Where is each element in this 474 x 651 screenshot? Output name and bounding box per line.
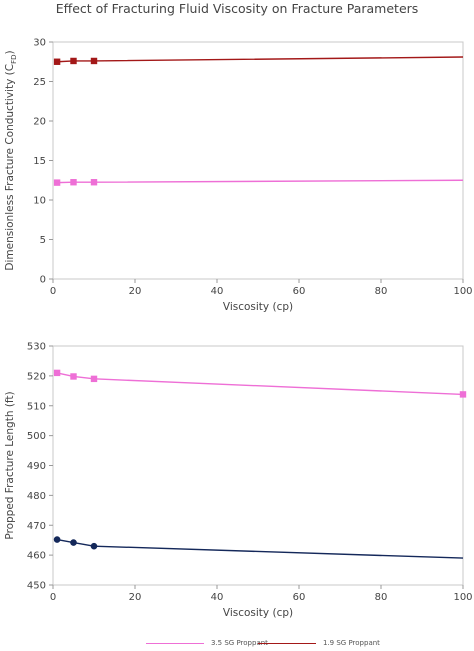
length-plot-area	[52, 345, 464, 586]
length-y-axis-label: Propped Fracture Length (ft)	[4, 391, 16, 539]
conductivity-plot-area	[52, 41, 464, 280]
length-ytick-label: 450	[27, 581, 46, 592]
conductivity-series-1-point	[53, 58, 61, 65]
conductivity-x-axis-label: Viscosity (cp)	[223, 301, 293, 313]
conductivity-y-axis-label: Dimensionless Fracture Conductivity (CFD…	[4, 50, 18, 270]
legend-item-19sg: 1.9 SG Proppant	[258, 638, 380, 650]
conductivity-y-axis-label-subscript: FD	[10, 54, 18, 63]
conductivity-series-1-line	[57, 56, 464, 63]
length-series-0-point	[53, 369, 61, 377]
conductivity-ytick-label: 10	[33, 196, 46, 207]
length-series-0-point	[459, 391, 467, 398]
length-series-1-line	[56, 538, 464, 559]
length-series-0-line	[56, 372, 464, 396]
length-series-0-point	[90, 375, 98, 383]
conductivity-chart: 0 5 10 15 20 25 30 0 20 40 60 80 100 Viscosity (cp) Di…	[4, 38, 473, 314]
conductivity-ytick-label: 25	[33, 77, 46, 88]
length-series-1-point	[70, 539, 77, 546]
length-ytick-label: 490	[27, 461, 46, 472]
length-xtick-label: 60	[293, 592, 306, 603]
conductivity-xtick-label: 0	[50, 286, 56, 297]
conductivity-series-0-point	[90, 179, 98, 186]
conductivity-ytick-label: 5	[40, 235, 46, 246]
length-ytick-label: 510	[27, 401, 46, 412]
length-series-0-point	[70, 373, 77, 380]
legend-line-19sg	[258, 643, 316, 644]
length-series-1-point	[53, 536, 61, 543]
conductivity-ytick-label: 15	[33, 156, 46, 167]
conductivity-xtick-label: 40	[211, 286, 224, 297]
conductivity-series-1-point	[90, 57, 98, 65]
length-ytick-label: 470	[27, 521, 46, 532]
length-x-axis-label: Viscosity (cp)	[223, 607, 293, 619]
length-ytick-label: 480	[27, 491, 46, 502]
length-xtick-label: 80	[375, 592, 388, 603]
length-xtick-label: 20	[129, 592, 142, 603]
legend-label-35sg: 3.5 SG Proppant	[211, 639, 268, 647]
length-ytick-label: 500	[27, 431, 46, 442]
length-xtick-label: 100	[453, 592, 472, 603]
fracture-length-chart: 450 460 470 480 490 500 510 520 530 0 20 40 60 80 100 V…	[4, 342, 473, 620]
conductivity-ytick-label: 30	[33, 38, 46, 49]
length-xtick-label: 40	[211, 592, 224, 603]
conductivity-series-0-point	[53, 179, 61, 186]
conductivity-xtick-label: 20	[129, 286, 142, 297]
conductivity-xtick-label: 80	[375, 286, 388, 297]
chart-title: Effect of Fracturing Fluid Viscosity on …	[55, 1, 419, 16]
length-ytick-label: 460	[27, 551, 46, 562]
conductivity-series-0-line	[57, 179, 464, 184]
legend-line-35sg	[146, 643, 204, 644]
legend-label-19sg: 1.9 SG Proppant	[323, 639, 380, 647]
length-series-1-point	[90, 542, 98, 550]
length-ytick-label: 520	[27, 371, 46, 382]
conductivity-xtick-label: 100	[453, 286, 472, 297]
conductivity-series-1-point	[70, 57, 77, 65]
conductivity-ytick-label: 20	[33, 117, 46, 128]
length-xtick-label: 0	[50, 592, 56, 603]
conductivity-y-axis-label-tail: )	[4, 50, 16, 54]
length-ytick-label: 530	[27, 342, 46, 353]
conductivity-ytick-label: 0	[40, 275, 46, 286]
legend-item-35sg: 3.5 SG Proppant	[146, 638, 268, 650]
conductivity-series-0-point	[70, 179, 77, 186]
legend: 3.5 SG Proppant 1.9 SG Proppant	[0, 638, 474, 650]
conductivity-xtick-label: 60	[293, 286, 306, 297]
